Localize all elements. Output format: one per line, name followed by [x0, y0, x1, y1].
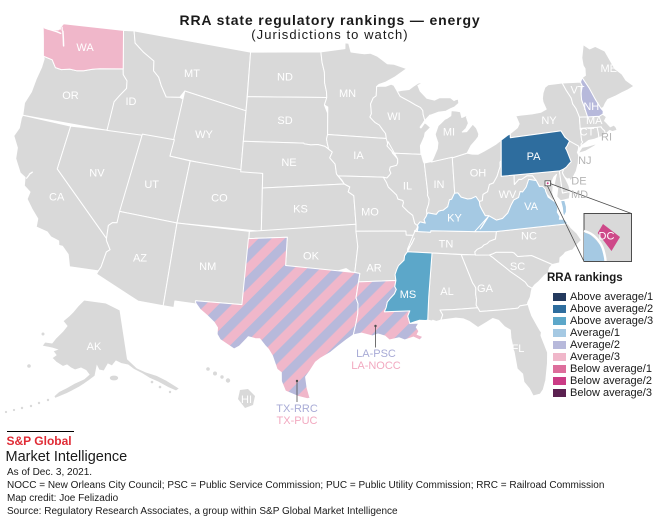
- svg-text:NH: NH: [583, 101, 599, 113]
- svg-text:ND: ND: [277, 71, 293, 83]
- svg-text:ME: ME: [600, 63, 617, 75]
- svg-text:CA: CA: [49, 191, 65, 203]
- svg-text:IN: IN: [434, 179, 445, 191]
- svg-text:AK: AK: [87, 341, 102, 353]
- svg-text:NM: NM: [199, 261, 216, 273]
- svg-text:WI: WI: [387, 111, 400, 123]
- svg-text:WY: WY: [195, 129, 213, 141]
- svg-text:WV: WV: [499, 189, 517, 201]
- svg-text:DE: DE: [571, 175, 586, 187]
- svg-text:NY: NY: [541, 115, 557, 127]
- svg-text:CO: CO: [211, 192, 228, 204]
- svg-text:OR: OR: [62, 90, 79, 102]
- svg-text:PA: PA: [527, 151, 542, 163]
- svg-text:KS: KS: [293, 203, 308, 215]
- svg-text:ID: ID: [126, 96, 137, 108]
- svg-text:MS: MS: [400, 289, 417, 301]
- svg-text:AL: AL: [440, 286, 453, 298]
- svg-text:VA: VA: [524, 201, 539, 213]
- svg-text:TN: TN: [439, 238, 454, 250]
- svg-text:IA: IA: [353, 150, 364, 162]
- svg-text:FL: FL: [512, 343, 525, 355]
- svg-text:KY: KY: [447, 212, 462, 224]
- svg-text:MT: MT: [184, 68, 200, 80]
- svg-text:NV: NV: [89, 168, 105, 180]
- svg-text:MN: MN: [339, 88, 356, 100]
- svg-text:MO: MO: [361, 206, 379, 218]
- svg-text:NE: NE: [281, 157, 296, 169]
- svg-text:CT: CT: [580, 126, 595, 138]
- svg-text:HI: HI: [241, 394, 252, 406]
- svg-text:UT: UT: [144, 179, 159, 191]
- svg-text:RI: RI: [601, 132, 612, 144]
- svg-text:IL: IL: [403, 180, 412, 192]
- svg-text:AZ: AZ: [133, 253, 147, 265]
- svg-text:MA: MA: [586, 115, 603, 127]
- svg-text:NJ: NJ: [578, 155, 591, 167]
- svg-text:OK: OK: [303, 250, 320, 262]
- svg-text:OH: OH: [470, 167, 487, 179]
- svg-text:DC: DC: [599, 230, 615, 242]
- svg-text:MI: MI: [443, 126, 455, 138]
- svg-text:VT: VT: [570, 85, 584, 97]
- svg-text:SC: SC: [510, 261, 525, 273]
- svg-text:AR: AR: [366, 262, 381, 274]
- svg-text:WA: WA: [76, 42, 94, 54]
- svg-text:GA: GA: [477, 283, 494, 295]
- svg-text:MD: MD: [571, 189, 588, 201]
- svg-text:NC: NC: [521, 230, 537, 242]
- svg-text:SD: SD: [277, 115, 292, 127]
